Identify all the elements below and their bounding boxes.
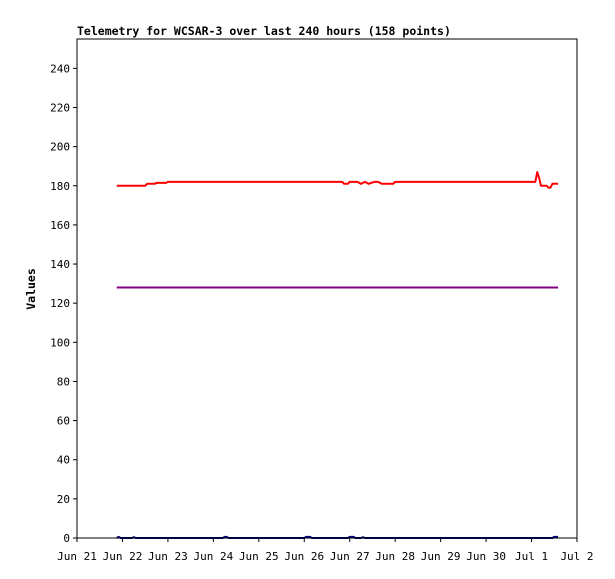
y-tick-label: 140 — [50, 258, 70, 271]
y-tick-label: 200 — [50, 141, 70, 154]
y-tick-label: 0 — [63, 532, 70, 545]
series-line — [116, 171, 559, 189]
x-tick-label: Jul 2 — [560, 550, 593, 563]
y-tick-label: 20 — [57, 493, 70, 506]
x-tick-label: Jun 29 — [421, 550, 461, 563]
plot-series — [116, 171, 559, 539]
x-tick-label: Jul 1 — [515, 550, 548, 563]
y-tick-label: 180 — [50, 180, 70, 193]
y-tick-label: 240 — [50, 62, 70, 75]
y-tick-label: 60 — [57, 415, 70, 428]
x-tick-label: Jun 26 — [284, 550, 324, 563]
x-tick-label: Jun 23 — [148, 550, 188, 563]
x-tick-label: Jun 24 — [193, 550, 233, 563]
x-tick-label: Jun 30 — [466, 550, 506, 563]
plot-area-frame — [76, 38, 578, 539]
x-axis: Jun 21 Jun 22 Jun 23 Jun 24 Jun 25 Jun 26 Jun … — [57, 538, 594, 563]
y-tick-label: 100 — [50, 336, 70, 349]
chart-title: Telemetry for WCSAR-3 over last 240 hour… — [77, 24, 451, 38]
x-tick-label: Jun 28 — [375, 550, 415, 563]
x-tick-label: Jun 25 — [239, 550, 279, 563]
y-axis-label: Values — [24, 268, 38, 310]
x-tick-label: Jun 21 — [57, 550, 97, 563]
x-tick-label: Jun 22 — [103, 550, 143, 563]
y-tick-label: 80 — [57, 375, 70, 388]
series-line — [116, 535, 559, 539]
x-tick-label: Jun 27 — [330, 550, 370, 563]
y-tick-label: 40 — [57, 454, 70, 467]
y-axis: 0 20 40 60 80 100 120 140 160 180 200 220 240 — [50, 62, 77, 545]
y-tick-label: 220 — [50, 101, 70, 114]
y-tick-label: 160 — [50, 219, 70, 232]
y-tick-label: 120 — [50, 297, 70, 310]
